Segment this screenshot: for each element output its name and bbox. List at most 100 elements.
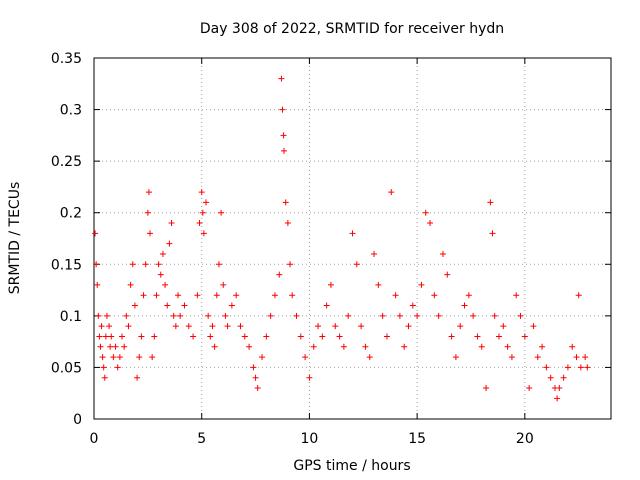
x-tick-label: 0 bbox=[90, 431, 99, 447]
data-point bbox=[93, 261, 100, 268]
y-tick-label: 0.3 bbox=[60, 103, 82, 119]
data-point bbox=[194, 292, 201, 299]
data-point bbox=[457, 323, 464, 330]
data-point bbox=[237, 323, 244, 330]
data-point bbox=[95, 312, 102, 319]
data-point bbox=[530, 323, 537, 330]
chart-title: Day 308 of 2022, SRMTID for receiver hyd… bbox=[200, 21, 504, 37]
data-point bbox=[470, 312, 477, 319]
data-point bbox=[276, 271, 283, 278]
data-point bbox=[157, 271, 164, 278]
data-point bbox=[149, 354, 156, 361]
data-point bbox=[500, 323, 507, 330]
data-point bbox=[517, 312, 524, 319]
data-point bbox=[114, 364, 121, 371]
data-point bbox=[246, 343, 253, 350]
data-point bbox=[310, 343, 317, 350]
data-point bbox=[491, 312, 498, 319]
data-point bbox=[388, 189, 395, 196]
data-point bbox=[302, 354, 309, 361]
data-point bbox=[478, 343, 485, 350]
data-point bbox=[218, 209, 225, 216]
data-point bbox=[383, 333, 390, 340]
data-point bbox=[401, 343, 408, 350]
data-point bbox=[123, 312, 130, 319]
data-point bbox=[543, 364, 550, 371]
data-point bbox=[145, 189, 152, 196]
data-point bbox=[487, 199, 494, 206]
data-point bbox=[185, 323, 192, 330]
data-point bbox=[181, 302, 188, 309]
data-point bbox=[396, 312, 403, 319]
data-point bbox=[177, 312, 184, 319]
data-point bbox=[508, 354, 515, 361]
y-tick-label: 0.15 bbox=[51, 257, 82, 273]
data-point bbox=[289, 292, 296, 299]
data-point bbox=[547, 374, 554, 381]
data-point bbox=[582, 354, 589, 361]
data-point bbox=[175, 292, 182, 299]
data-point bbox=[127, 281, 134, 288]
data-point bbox=[198, 189, 205, 196]
data-point bbox=[526, 385, 533, 392]
data-point bbox=[573, 354, 580, 361]
data-point bbox=[172, 323, 179, 330]
data-point bbox=[489, 230, 496, 237]
y-tick-label: 0.05 bbox=[51, 360, 82, 376]
data-point bbox=[366, 354, 373, 361]
data-point bbox=[521, 333, 528, 340]
data-point bbox=[199, 209, 206, 216]
data-point bbox=[280, 147, 287, 154]
data-point bbox=[142, 261, 149, 268]
data-point bbox=[170, 312, 177, 319]
data-point bbox=[233, 292, 240, 299]
data-point bbox=[452, 354, 459, 361]
data-point bbox=[271, 292, 278, 299]
data-point bbox=[287, 261, 294, 268]
data-point bbox=[102, 333, 109, 340]
data-point bbox=[435, 312, 442, 319]
x-axis-label: GPS time / hours bbox=[293, 458, 410, 474]
data-point bbox=[155, 261, 162, 268]
data-point bbox=[534, 354, 541, 361]
data-point bbox=[575, 292, 582, 299]
data-point bbox=[205, 312, 212, 319]
grid bbox=[93, 57, 611, 420]
data-point bbox=[284, 220, 291, 227]
data-point bbox=[431, 292, 438, 299]
data-point bbox=[254, 385, 261, 392]
data-point bbox=[209, 323, 216, 330]
data-point bbox=[147, 230, 154, 237]
y-tick-labels: 0 0.05 0.1 0.15 0.2 0.25 0.3 0.35 bbox=[51, 51, 82, 428]
data-point bbox=[282, 199, 289, 206]
data-point bbox=[323, 302, 330, 309]
y-tick-label: 0.1 bbox=[60, 309, 82, 325]
data-point bbox=[427, 220, 434, 227]
data-point bbox=[513, 292, 520, 299]
data-point bbox=[279, 106, 286, 113]
data-point bbox=[439, 250, 446, 257]
data-point bbox=[228, 302, 235, 309]
data-point bbox=[280, 132, 287, 139]
data-point bbox=[134, 374, 141, 381]
data-point bbox=[125, 323, 132, 330]
data-point bbox=[110, 354, 117, 361]
data-point bbox=[140, 292, 147, 299]
data-point bbox=[422, 209, 429, 216]
data-point bbox=[336, 333, 343, 340]
y-axis-label: SRMTID / TECUs bbox=[7, 182, 23, 295]
data-point bbox=[164, 302, 171, 309]
data-point bbox=[250, 364, 257, 371]
data-point bbox=[577, 364, 584, 371]
data-point bbox=[554, 395, 561, 402]
data-point bbox=[278, 75, 285, 82]
data-point bbox=[144, 209, 151, 216]
data-point bbox=[94, 281, 101, 288]
data-point bbox=[560, 374, 567, 381]
y-tick-label: 0.35 bbox=[51, 51, 82, 67]
data-point bbox=[107, 343, 114, 350]
plot-frame bbox=[93, 57, 612, 420]
data-point bbox=[444, 271, 451, 278]
data-point bbox=[349, 230, 356, 237]
